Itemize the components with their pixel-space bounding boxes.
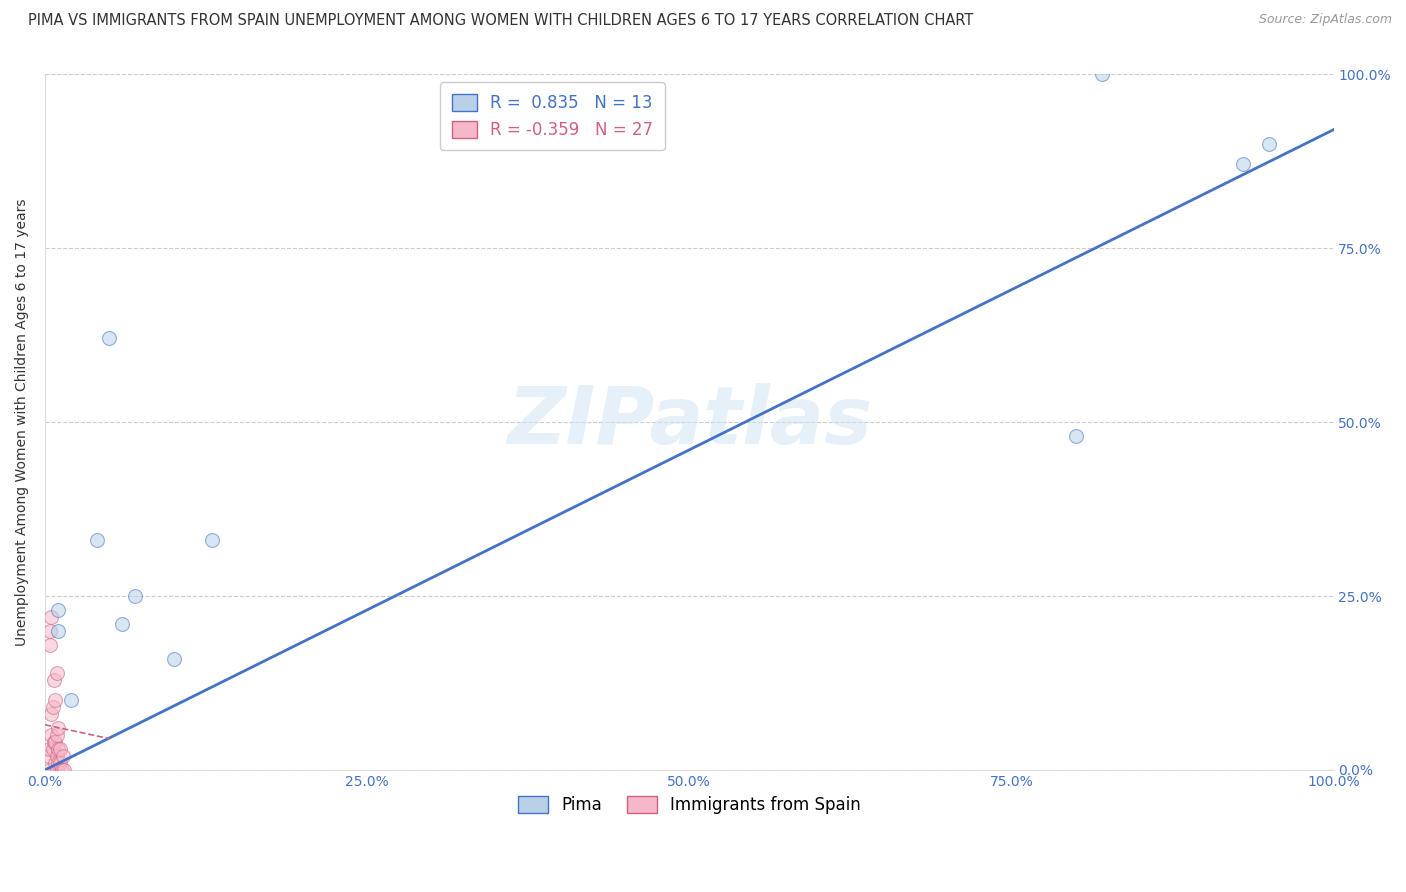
Text: PIMA VS IMMIGRANTS FROM SPAIN UNEMPLOYMENT AMONG WOMEN WITH CHILDREN AGES 6 TO 1: PIMA VS IMMIGRANTS FROM SPAIN UNEMPLOYME… xyxy=(28,13,973,29)
Point xyxy=(44,693,66,707)
Point xyxy=(46,603,69,617)
Point xyxy=(45,728,67,742)
Point xyxy=(46,756,69,770)
Point xyxy=(41,610,63,624)
Point xyxy=(42,673,65,687)
Point xyxy=(86,533,108,548)
Y-axis label: Unemployment Among Women with Children Ages 6 to 17 years: Unemployment Among Women with Children A… xyxy=(15,198,30,646)
Point xyxy=(45,749,67,764)
Point xyxy=(98,331,121,345)
Point xyxy=(163,651,186,665)
Point xyxy=(59,693,82,707)
Point xyxy=(1258,136,1281,151)
Point xyxy=(1090,67,1112,81)
Point xyxy=(38,763,60,777)
Legend: Pima, Immigrants from Spain: Pima, Immigrants from Spain xyxy=(508,786,870,824)
Point xyxy=(111,616,134,631)
Point xyxy=(46,721,69,735)
Point xyxy=(46,624,69,638)
Point xyxy=(44,756,66,770)
Point xyxy=(46,742,69,756)
Point xyxy=(41,742,63,756)
Point xyxy=(39,624,62,638)
Point xyxy=(41,728,63,742)
Point xyxy=(49,742,72,756)
Point xyxy=(1064,429,1087,443)
Text: ZIPatlas: ZIPatlas xyxy=(506,383,872,461)
Point xyxy=(44,735,66,749)
Point xyxy=(41,707,63,722)
Point xyxy=(39,638,62,652)
Point xyxy=(51,763,73,777)
Point xyxy=(38,742,60,756)
Point xyxy=(124,589,146,603)
Point xyxy=(45,763,67,777)
Point xyxy=(42,735,65,749)
Point xyxy=(201,533,224,548)
Point xyxy=(41,700,63,714)
Point xyxy=(52,749,75,764)
Point xyxy=(49,756,72,770)
Point xyxy=(38,749,60,764)
Point xyxy=(45,665,67,680)
Point xyxy=(1232,157,1254,171)
Point xyxy=(53,763,76,777)
Text: Source: ZipAtlas.com: Source: ZipAtlas.com xyxy=(1258,13,1392,27)
